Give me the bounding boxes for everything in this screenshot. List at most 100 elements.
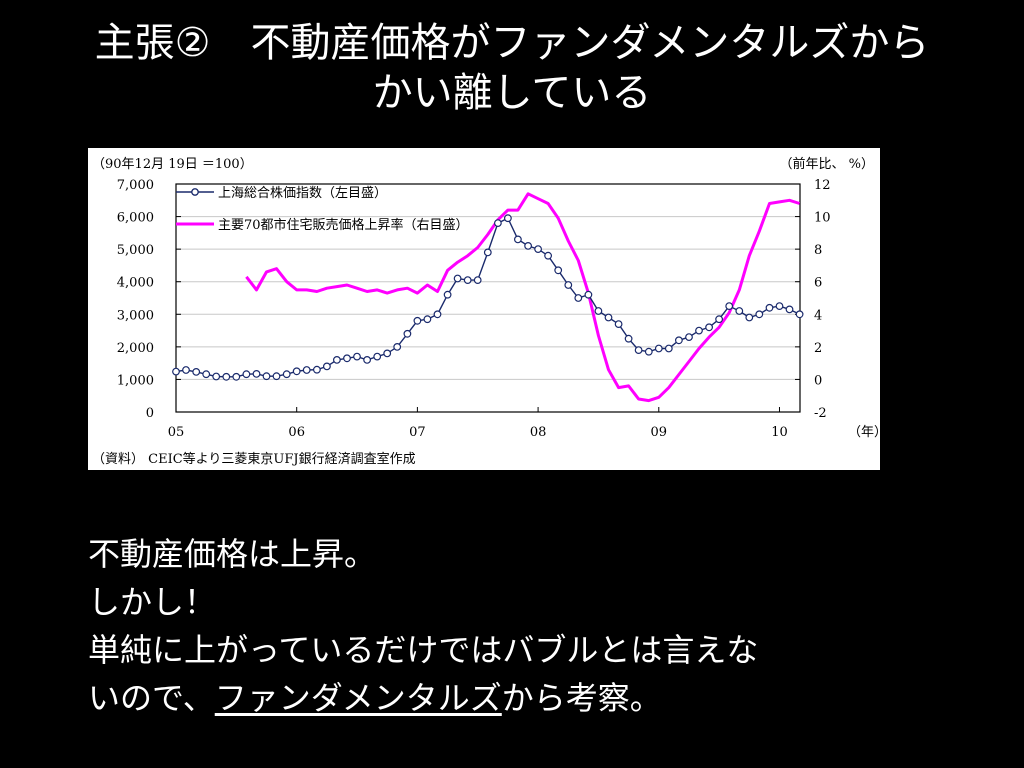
- y-left-tick-label: 5,000: [117, 243, 154, 258]
- shanghai-index-point: [614, 320, 623, 329]
- y-left-tick-label: 6,000: [117, 211, 154, 226]
- slide-title-line2: かい離している: [372, 70, 652, 116]
- shanghai-index-point: [494, 219, 502, 227]
- shanghai-index-point: [483, 248, 492, 257]
- shanghai-index-point: [705, 323, 713, 332]
- shanghai-index-point: [654, 344, 663, 353]
- shanghai-index-point: [222, 372, 231, 381]
- y-right-tick-label: 12: [814, 178, 831, 193]
- y-left-tick-label: 2,000: [117, 341, 154, 356]
- shanghai-index-point: [534, 245, 543, 253]
- shanghai-index-point: [413, 316, 422, 325]
- shanghai-index-point: [192, 367, 201, 376]
- shanghai-index-point: [312, 365, 321, 374]
- shanghai-index-point: [775, 302, 784, 311]
- series-shanghai-index: [172, 214, 804, 381]
- shanghai-index-point: [524, 241, 533, 250]
- shanghai-index-point: [212, 372, 221, 381]
- x-tick-label: 08: [530, 425, 547, 440]
- chart-source-note: （資料） CEIC等より三菱東京UFJ銀行経済調査室作成: [92, 451, 416, 467]
- shanghai-index-point: [745, 313, 754, 322]
- body-line-3: 単純に上がっているだけではバブルとは言えな: [88, 631, 759, 669]
- shanghai-index-point: [302, 366, 311, 374]
- chart-legend: 上海総合株価指数（左目盛） 主要70都市住宅販売価格上昇率（右目盛）: [176, 186, 469, 233]
- body-text: 不動産価格は上昇。 しかし！ 単純に上がっているだけではバブルとは言えな いので…: [88, 530, 758, 722]
- shanghai-index-point: [765, 303, 774, 312]
- shanghai-index-point: [332, 355, 341, 364]
- shanghai-index-point: [473, 276, 482, 285]
- y-right-tick-label: 2: [814, 341, 822, 356]
- y-right-tick-label: 4: [814, 308, 822, 323]
- plot-frame: [175, 183, 801, 413]
- shanghai-index-point: [695, 326, 703, 335]
- body-line-2: しかし！: [88, 583, 217, 621]
- x-tick-label: 06: [288, 425, 305, 440]
- shanghai-index-point: [353, 352, 361, 361]
- body-line-1: 不動産価格は上昇。: [88, 535, 377, 573]
- y-right-tick-label: 6: [814, 276, 822, 291]
- y-left-tick-label: 1,000: [117, 373, 154, 388]
- shanghai-index-point: [725, 302, 734, 311]
- shanghai-index-point: [292, 367, 301, 376]
- shanghai-index-point: [463, 276, 472, 285]
- x-unit-label: （年）: [848, 425, 880, 440]
- y-right-tick-label: -2: [814, 406, 827, 421]
- body-line-4-suffix: から考察。: [501, 679, 662, 717]
- slide-title: 主張② 不動産価格がファンダメンタルズから かい離している: [40, 18, 984, 118]
- left-axis-note: （90年12月 19日 ＝100）: [92, 157, 253, 172]
- shanghai-index-point: [272, 372, 281, 381]
- x-tick-label: 05: [168, 425, 185, 440]
- legend-label-shanghai: 上海総合株価指数（左目盛）: [218, 186, 387, 201]
- shanghai-index-point: [453, 274, 462, 283]
- shanghai-index-point: [664, 344, 673, 353]
- shanghai-index-point: [795, 310, 804, 319]
- shanghai-index-point: [433, 310, 442, 319]
- y-left-tick-label: 3,000: [117, 308, 154, 323]
- shanghai-index-point: [624, 334, 633, 343]
- body-line-4-prefix: いので、: [88, 679, 215, 717]
- shanghai-index-line: [175, 217, 800, 378]
- shanghai-index-point: [403, 329, 412, 338]
- shanghai-index-point: [262, 372, 271, 381]
- shanghai-index-point: [675, 336, 683, 345]
- shanghai-index-point: [282, 370, 291, 379]
- y-right-tick-label: 0: [814, 373, 822, 388]
- shanghai-index-point: [584, 290, 593, 299]
- shanghai-index-point: [554, 266, 563, 275]
- shanghai-index-point: [383, 349, 392, 358]
- body-line-4: いので、ファンダメンタルズから考察。: [88, 674, 758, 722]
- legend-label-housing: 主要70都市住宅販売価格上昇率（右目盛）: [218, 217, 469, 233]
- series-housing-price-growth: [245, 192, 801, 403]
- shanghai-index-point: [443, 290, 452, 299]
- line-chart: （90年12月 19日 ＝100） （前年比、 %） 0 1,000 2,000 3,…: [92, 156, 880, 467]
- shanghai-index-point: [393, 342, 402, 351]
- slide-title-line1: 主張② 不動産価格がファンダメンタルズから: [94, 20, 930, 66]
- shanghai-index-point: [252, 369, 261, 378]
- y-right-tick-label: 8: [814, 243, 822, 258]
- shanghai-index-point: [755, 310, 764, 319]
- shanghai-index-point: [644, 347, 653, 356]
- shanghai-index-point: [735, 307, 744, 315]
- shanghai-index-point: [232, 372, 241, 381]
- housing-price-line: [245, 192, 801, 403]
- legend-marker-shanghai: [191, 188, 199, 196]
- shanghai-index-point: [172, 367, 180, 376]
- shanghai-index-point: [363, 355, 372, 364]
- fundamentals-link[interactable]: ファンダメンタルズ: [214, 679, 502, 717]
- shanghai-index-point: [604, 313, 613, 322]
- shanghai-index-point: [634, 346, 643, 355]
- shanghai-index-point: [202, 370, 211, 379]
- shanghai-index-point: [514, 235, 522, 244]
- y-left-tick-label: 0: [146, 406, 154, 421]
- shanghai-index-point: [504, 214, 512, 223]
- shanghai-index-point: [564, 281, 573, 289]
- y-left-tick-label: 4,000: [117, 276, 154, 291]
- shanghai-index-point: [574, 294, 583, 302]
- shanghai-index-point: [343, 354, 351, 363]
- x-tick-label: 07: [409, 425, 426, 440]
- shanghai-index-point: [715, 315, 723, 324]
- shanghai-index-point: [423, 315, 432, 324]
- shanghai-index-point: [685, 333, 693, 342]
- shanghai-index-point: [785, 305, 794, 314]
- y-right-tick-label: 10: [814, 211, 831, 226]
